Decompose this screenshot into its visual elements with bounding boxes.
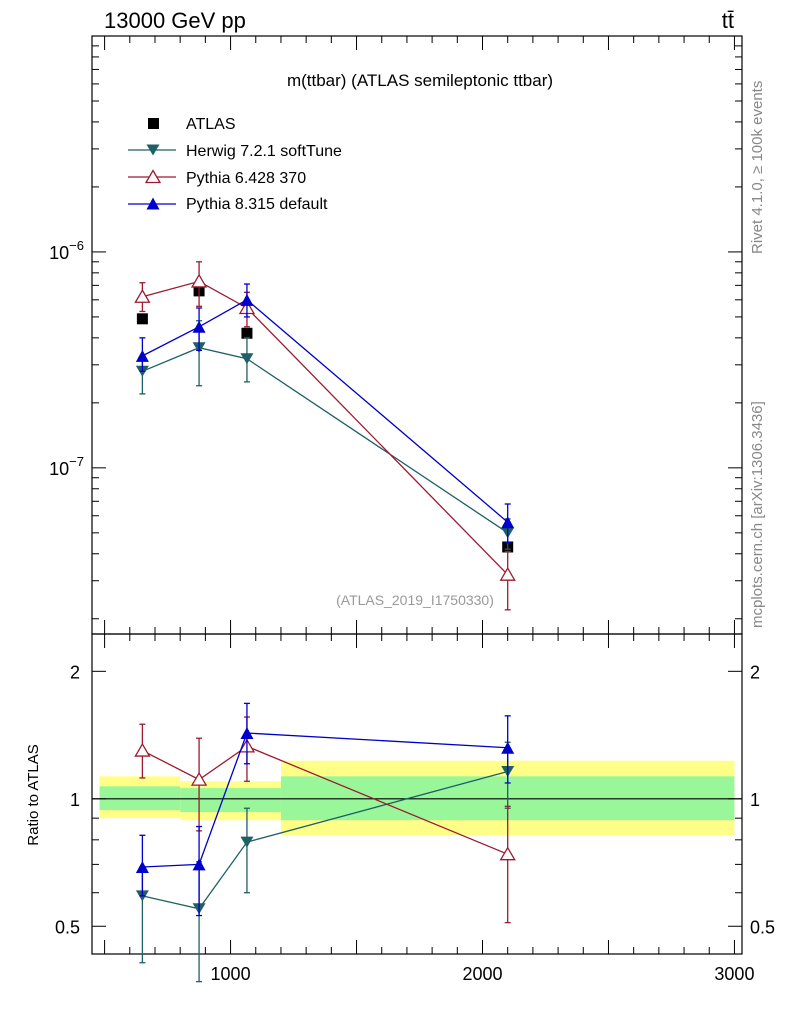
data-point-pythia-6-428-370 [134, 288, 151, 303]
data-point-pythia-8-315-default [135, 349, 149, 362]
data-point-atlas [136, 313, 148, 325]
ratio-series-line-pythia-6-428-370 [142, 745, 508, 855]
source-label: mcplots.cern.ch [arXiv:1306.3436] [749, 401, 766, 628]
rivet-label: Rivet 4.1.0, ≥ 100k events [749, 81, 766, 254]
data-point-herwig-7-2-1-softtune [240, 353, 254, 365]
ratio-data-point-pythia-8-315-default [501, 741, 515, 754]
series-line-pythia-6-428-370 [142, 280, 509, 576]
ratio-data-point-pythia-8-315-default [135, 861, 149, 874]
data-point-pythia-8-315-default [192, 320, 206, 333]
x-tick-label: 3000 [714, 964, 754, 984]
y-tick-label: 10−7 [49, 454, 84, 479]
legend-marker-herwig [146, 144, 160, 156]
legend-entry-pythia8: Pythia 8.315 default [186, 196, 328, 213]
legend-entry-pythia6: Pythia 6.428 370 [186, 170, 306, 187]
data-point-pythia-6-428-370 [499, 566, 516, 581]
y-tick-label-right: 2 [750, 662, 760, 682]
energy-label: 13000 GeV pp [104, 8, 246, 33]
series-line-pythia-8-315-default [142, 299, 509, 523]
x-tick-label: 1000 [211, 964, 251, 984]
data-point-pythia-6-428-370 [190, 273, 208, 288]
legend: ATLAS Herwig 7.2.1 softTune Pythia 6.428… [128, 116, 342, 213]
legend-entry-atlas: ATLAS [186, 116, 236, 133]
ratio-data-point-pythia-6-428-370 [190, 771, 208, 786]
ratio-series-line-herwig-7-2-1-softtune [142, 770, 508, 910]
data-point-pythia-8-315-default [501, 516, 515, 529]
ratio-data-point-pythia-6-428-370 [499, 846, 516, 861]
data-point-pythia-8-315-default [240, 293, 254, 306]
ratio-y-axis-label: Ratio to ATLAS [25, 744, 42, 845]
ratio-data-point-pythia-8-315-default [240, 727, 254, 740]
y-tick-label-right: 1 [750, 790, 760, 810]
ratio-plot-frame [91, 633, 743, 955]
analysis-id-label: (ATLAS_2019_I1750330) [336, 592, 494, 608]
main-plot-title: m(ttbar) (ATLAS semileptonic ttbar) [287, 71, 553, 90]
data-point-atlas [241, 327, 253, 339]
series-line-herwig-7-2-1-softtune [142, 347, 509, 534]
uncertainty-band-inner [180, 788, 281, 813]
legend-marker-pythia8 [146, 197, 160, 210]
y-tick-label-left: 2 [70, 662, 80, 682]
legend-marker-pythia6 [144, 169, 162, 184]
y-tick-label-right: 0.5 [750, 917, 775, 937]
y-tick-label: 10−6 [49, 238, 84, 263]
ratio-data-point-pythia-6-428-370 [134, 742, 151, 757]
ratio-data-point-herwig-7-2-1-softtune [240, 836, 254, 848]
x-tick-label: 2000 [462, 964, 502, 984]
legend-entry-herwig: Herwig 7.2.1 softTune [186, 143, 342, 160]
y-tick-label-left: 0.5 [55, 917, 80, 937]
ratio-data-point-pythia-8-315-default [192, 858, 206, 871]
ratio-series-line-pythia-8-315-default [142, 732, 508, 868]
y-tick-label-left: 1 [70, 790, 80, 810]
process-label: tt̄ [722, 8, 734, 33]
legend-marker-atlas [148, 118, 159, 129]
